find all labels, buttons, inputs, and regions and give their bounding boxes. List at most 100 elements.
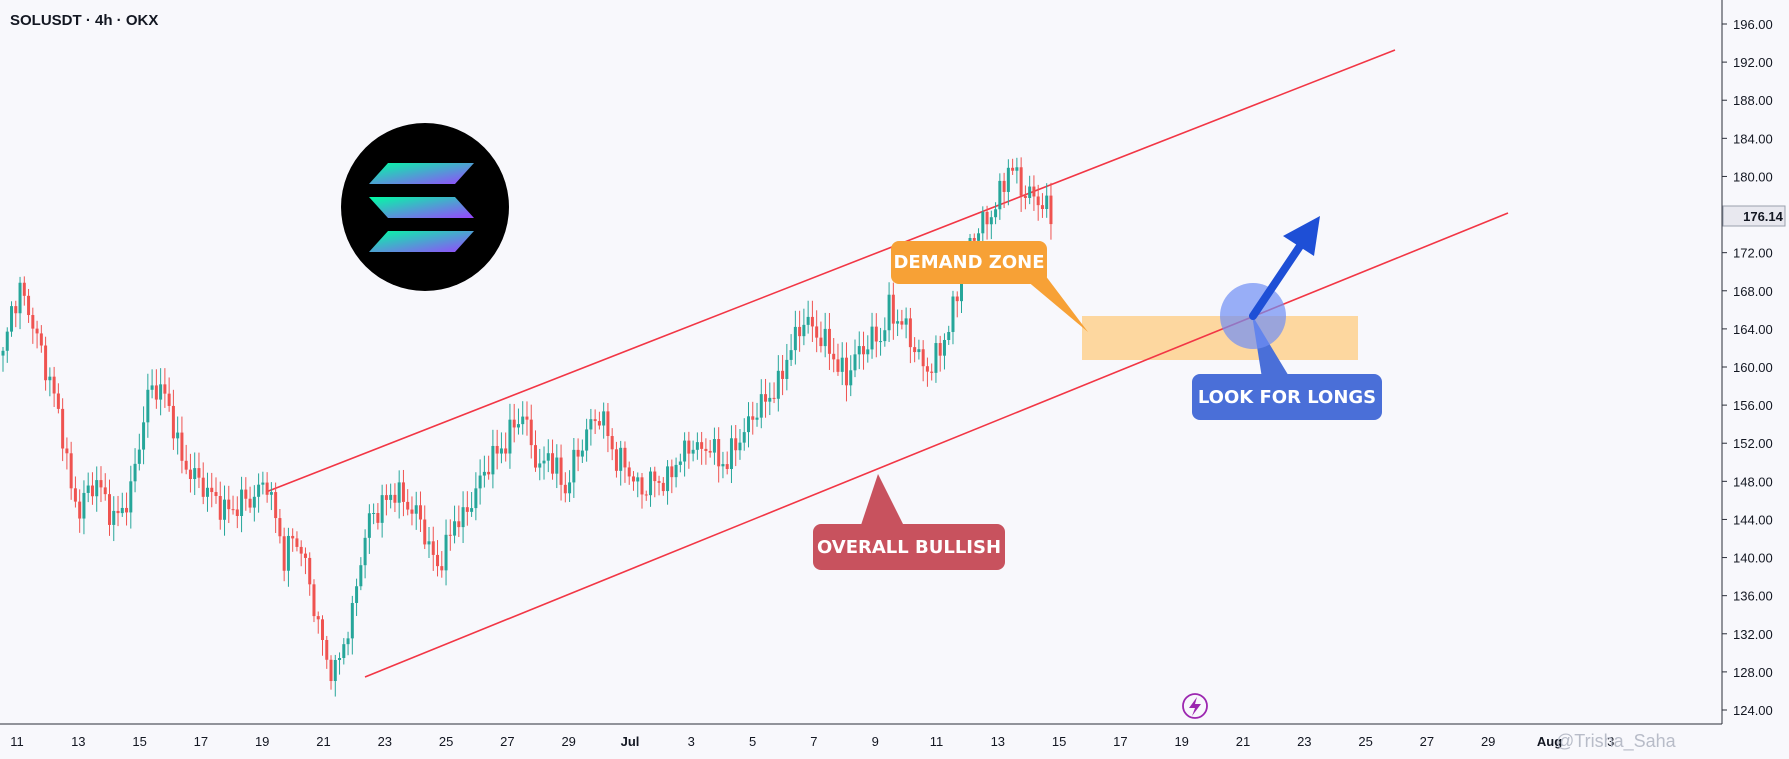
candle-body <box>977 233 981 241</box>
long-arrow-icon[interactable] <box>1249 216 1320 320</box>
candle-body <box>491 445 495 475</box>
candle-body <box>708 450 712 453</box>
candle-body <box>576 449 580 457</box>
candle-body <box>210 487 214 493</box>
candle-body <box>810 316 814 327</box>
candle-body <box>342 644 346 658</box>
time-tick-label: Jul <box>621 734 640 749</box>
candle-body <box>712 439 716 453</box>
time-tick-label: 21 <box>1236 734 1250 749</box>
candle-body <box>900 321 904 325</box>
candle-body <box>840 357 844 372</box>
candle-body <box>1049 195 1053 225</box>
candle-body <box>619 447 623 471</box>
candle-body <box>602 411 606 426</box>
candle-body <box>223 499 227 520</box>
candle-body <box>610 436 614 450</box>
candle-body <box>461 507 465 528</box>
chart-title: SOLUSDT · 4h · OKX <box>10 12 159 29</box>
candle-body <box>994 209 998 218</box>
candle-body <box>56 393 60 409</box>
candle-body <box>525 416 529 420</box>
price-tick-label: 132.00 <box>1733 627 1773 642</box>
candle-body <box>423 519 427 545</box>
candle-body <box>700 442 704 449</box>
candle-body <box>159 384 163 400</box>
candle-body <box>299 546 303 554</box>
candle-body <box>649 471 653 496</box>
candle-body <box>52 376 56 394</box>
candles <box>1 157 1053 697</box>
price-tick-label: 192.00 <box>1733 55 1773 70</box>
watermark: @Trisha_Saha <box>1556 731 1677 752</box>
candle-body <box>1002 180 1006 192</box>
price-tick-label: 140.00 <box>1733 551 1773 566</box>
candle-body <box>316 616 320 620</box>
candle-body <box>312 584 316 617</box>
time-tick-label: 11 <box>10 734 24 749</box>
candle-body <box>197 468 201 478</box>
candle-body <box>482 471 486 476</box>
candle-body <box>904 318 908 325</box>
candle-body <box>883 330 887 342</box>
candle-body <box>870 326 874 350</box>
candle-body <box>853 354 857 371</box>
candle-body <box>521 416 525 425</box>
candle-body <box>346 638 350 645</box>
demand-zone-area[interactable] <box>1082 316 1358 360</box>
candle-body <box>248 498 252 508</box>
candle-body <box>95 480 99 497</box>
candle-body <box>487 471 491 475</box>
candle-body <box>397 482 401 503</box>
candle-body <box>261 482 265 485</box>
overall-bullish-callout[interactable]: OVERALL BULLISH <box>813 474 1005 570</box>
candle-body <box>597 421 601 426</box>
candle-body <box>589 419 593 430</box>
last-price-label: 176.14 <box>1743 209 1784 224</box>
channel-upper-line[interactable] <box>265 49 1396 493</box>
demand-zone-callout[interactable]: DEMAND ZONE <box>891 241 1088 332</box>
time-tick-label: 25 <box>1358 734 1372 749</box>
candle-body <box>529 419 533 446</box>
candle-body <box>291 535 295 539</box>
time-tick-label: 15 <box>132 734 146 749</box>
candle-body <box>704 448 708 451</box>
candle-body <box>278 518 282 537</box>
price-axis[interactable]: 196.00192.00188.00184.00180.00176.00172.… <box>1722 17 1773 718</box>
candle-body <box>534 445 537 468</box>
candle-body <box>887 294 891 331</box>
candle-body <box>747 416 750 433</box>
candle-body <box>5 331 9 351</box>
candle-body <box>120 507 124 514</box>
time-tick-label: 17 <box>194 734 208 749</box>
candle-body <box>815 326 819 338</box>
candle-body <box>61 408 65 449</box>
price-tick-label: 184.00 <box>1733 131 1773 146</box>
candle-body <box>947 331 951 340</box>
lightning-icon[interactable] <box>1182 693 1208 719</box>
time-tick-label: 27 <box>1420 734 1434 749</box>
candle-body <box>10 306 14 332</box>
channel-lower-line[interactable] <box>364 212 1509 678</box>
candle-body <box>39 333 43 346</box>
candle-body <box>678 461 682 465</box>
time-tick-label: 13 <box>71 734 85 749</box>
candle-body <box>934 343 938 373</box>
candle-body <box>448 534 452 536</box>
candle-body <box>372 513 376 515</box>
candle-body <box>568 482 572 494</box>
candle-body <box>508 419 512 454</box>
candle-body <box>836 359 840 372</box>
candle-body <box>180 432 184 461</box>
candle-body <box>444 534 448 571</box>
time-axis[interactable]: 11 13 15 17 19 21 23 25 27 29 Jul 3 5 7 9 11 13 15 17 19 21 2… <box>10 734 1614 749</box>
candle-body <box>295 538 299 547</box>
candle-body <box>819 337 823 347</box>
candle-body <box>653 471 657 482</box>
time-tick-label: 11 <box>930 734 944 749</box>
candle-body <box>393 494 397 503</box>
candle-body <box>972 238 976 241</box>
candle-body <box>640 477 644 495</box>
candle-body <box>359 565 363 587</box>
